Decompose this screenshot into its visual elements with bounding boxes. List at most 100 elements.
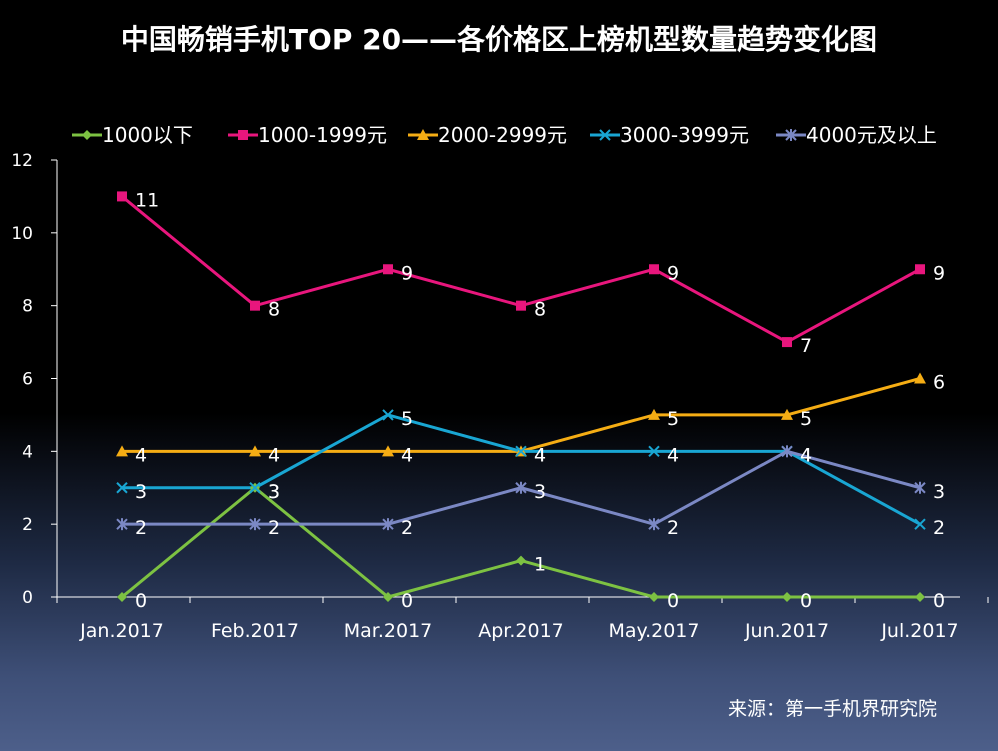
data-point [914,481,926,494]
data-label: 1 [534,554,546,576]
series-lines [121,195,921,599]
data-point [648,518,660,531]
data-point [915,264,925,275]
series-markers [116,191,926,602]
data-label: 11 [135,189,159,211]
x-tick-label: Apr.2017 [478,620,564,642]
legend-label: 1000-1999元 [258,123,387,147]
data-label: 4 [401,444,413,466]
data-label: 4 [667,444,679,466]
data-point [649,264,659,275]
data-label: 2 [401,517,413,539]
data-point [781,408,793,420]
x-tick-label: Mar.2017 [344,620,433,642]
chart-title: 中国畅销手机TOP 20——各价格区上榜机型数量趋势变化图 [120,23,878,56]
y-tick-label: 8 [22,297,33,317]
legend-item: 1000以下 [72,123,193,147]
data-label: 4 [800,444,812,466]
data-point [383,264,393,275]
data-label: 0 [667,590,679,612]
data-point [383,592,393,602]
x-tick-label: May.2017 [609,620,700,642]
data-label: 9 [933,262,945,284]
data-label: 4 [135,444,147,466]
legend-label: 3000-3999元 [620,123,749,147]
data-point [249,518,261,531]
data-label: 9 [401,262,413,284]
data-point [117,191,127,202]
legend: 1000以下 1000-1999元 2000-2999元 3000-3999元 4000… [72,123,937,147]
y-tick-label: 6 [22,370,33,390]
x-tick-label: Jan.2017 [79,620,164,642]
series-line [121,195,921,344]
legend-item: 2000-2999元 [408,123,567,147]
data-point [914,372,926,384]
x-tick-label: Jun.2017 [744,620,829,642]
data-label: 4 [534,444,546,466]
data-label: 3 [933,481,945,503]
data-point [648,408,660,420]
data-point [781,445,793,458]
legend-label: 1000以下 [102,123,193,147]
data-point [116,518,128,531]
data-point [649,592,659,602]
data-label: 0 [933,590,945,612]
legend-label: 4000元及以上 [806,123,937,147]
data-point [116,445,128,457]
legend-item: 4000元及以上 [776,123,937,147]
legend-item: 1000-1999元 [228,123,387,147]
legend-swatch-marker [238,130,248,140]
data-point [516,300,526,311]
data-point [382,445,394,457]
data-point [914,518,926,530]
data-label: 6 [933,372,945,394]
data-point [782,337,792,348]
data-label: 0 [401,590,413,612]
legend-swatch-marker [599,129,611,141]
data-point [382,518,394,531]
legend-item: 3000-3999元 [590,123,749,147]
data-point [648,445,660,458]
data-label: 4 [800,444,812,466]
legend-label: 2000-2999元 [438,123,567,147]
data-point [117,592,127,602]
legend-swatch-marker [82,130,92,140]
source-note: 来源：第一手机界研究院 [728,698,938,720]
data-label: 4 [534,444,546,466]
y-tick-label: 12 [11,151,33,171]
data-point [915,592,925,602]
data-label: 3 [268,481,280,503]
data-point [782,592,792,602]
data-label: 8 [268,299,280,321]
data-label: 4 [268,444,280,466]
legend-swatch-marker [785,129,797,141]
data-point [250,300,260,311]
data-label: 2 [667,517,679,539]
data-label: 5 [667,408,679,430]
data-label: 3 [135,481,147,503]
data-point [249,445,261,457]
data-label: 0 [800,590,812,612]
data-label: 5 [800,408,812,430]
data-label: 5 [401,408,413,430]
legend-swatch-marker [417,129,429,140]
y-tick-label: 0 [22,588,33,608]
data-label: 2 [135,517,147,539]
x-tick-label: Feb.2017 [211,620,299,642]
data-point [382,409,394,421]
data-label: 7 [800,335,812,357]
data-label: 0 [135,590,147,612]
data-label: 3 [534,481,546,503]
data-label: 3 [268,481,280,503]
data-point [515,445,527,458]
data-point [249,482,261,494]
y-tick-label: 4 [22,442,33,462]
data-point [515,481,527,494]
x-tick-label: Jul.2017 [880,620,958,642]
data-label: 8 [534,299,546,321]
data-label: 9 [667,262,679,284]
y-tick-label: 2 [22,515,33,535]
